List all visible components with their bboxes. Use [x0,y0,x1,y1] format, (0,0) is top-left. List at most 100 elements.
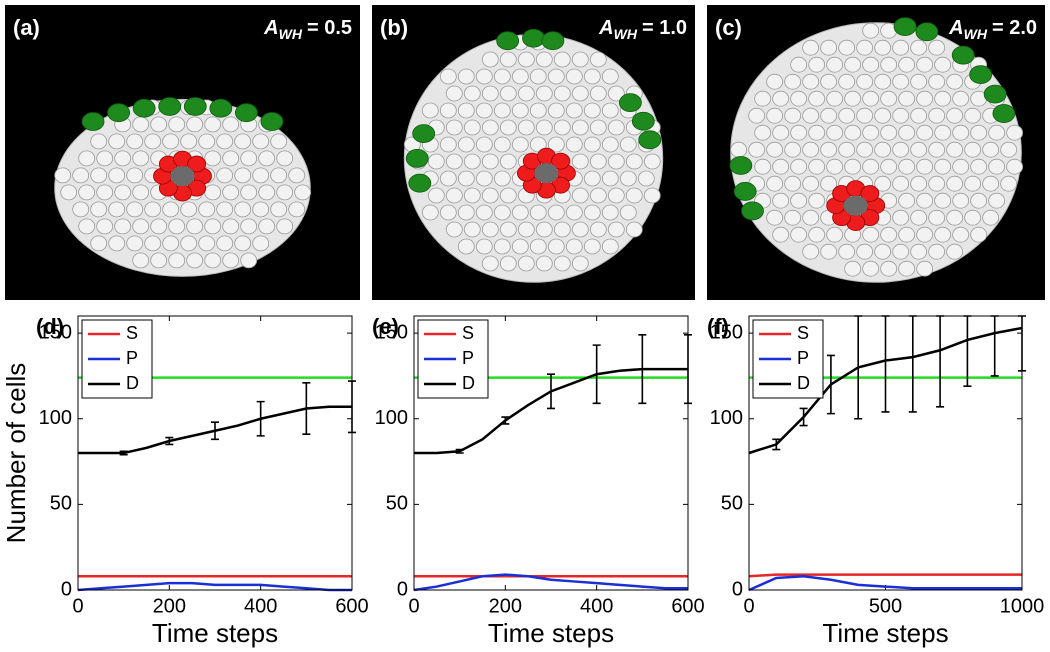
y-tick-label: 50 [50,493,72,515]
cell [216,133,234,150]
image-panel: (c) AWH = 2.0 [707,5,1045,300]
cell [270,167,288,184]
y-tick-label: 100 [39,407,72,429]
y-tick-label: 50 [386,493,408,515]
cell [862,226,880,243]
cell [529,204,547,221]
cell [475,170,493,187]
cell [186,116,204,133]
cell [204,150,222,167]
cell [427,187,445,204]
cell [583,136,601,153]
wall-cell [405,148,429,168]
cell [162,133,180,150]
cell [547,204,565,221]
cell [802,141,820,158]
cell [168,218,186,235]
cell [493,102,511,119]
cell [910,73,928,90]
cell [856,73,874,90]
cell [754,90,772,107]
legend-label: P [797,348,809,368]
cell [216,201,234,218]
panel-label: (a) [13,15,40,40]
cell [499,85,517,102]
x-axis-label: Time steps [822,618,948,648]
cell [910,243,928,260]
cell [78,184,96,201]
error-bar [302,381,311,435]
cell [820,107,838,124]
cell [493,68,511,85]
panel-label: (e) [372,314,399,339]
image-panel: (a) AWH = 0.5 [5,5,360,300]
cell [180,235,198,252]
cell [808,192,826,209]
cell [427,153,445,170]
error-bar [211,421,219,441]
wall-cell [951,45,975,65]
cell [222,150,240,167]
error-bar [165,436,174,446]
cell [1000,175,1018,192]
cell [276,218,294,235]
cell [571,255,589,272]
cell [988,158,1006,175]
cell [898,158,916,175]
error-bar [592,344,601,405]
panel-label: (d) [36,314,64,339]
wall-cell [969,65,993,85]
cell [772,124,790,141]
wall-cell [893,17,917,36]
cell [270,201,288,218]
cell [601,136,619,153]
cell [108,235,126,252]
cell [535,85,553,102]
chart: 0 200 400 600 0 50 100 150 SPD (e) Time steps [372,314,705,648]
x-tick-label: 0 [743,595,754,617]
cell [856,243,874,260]
center-cell [170,166,195,187]
cell [880,124,898,141]
wall-cell [631,111,655,131]
cell [583,238,601,255]
cell [934,192,952,209]
cell [856,141,874,158]
cell [988,124,1006,141]
cell [463,153,481,170]
cell [982,175,1000,192]
x-tick-label: 400 [580,595,613,617]
cell [619,204,637,221]
y-tick-label: 150 [710,321,743,343]
cell [493,204,511,221]
cell [108,201,126,218]
cell [916,158,934,175]
error-bar [799,407,808,427]
cell [874,107,892,124]
y-tick-label: 0 [732,578,743,600]
cell [874,39,892,56]
cell [862,124,880,141]
cell [928,209,946,226]
cell [132,184,150,201]
annotation: AWH = 1.0 [598,17,687,41]
cell [898,124,916,141]
cell [637,170,655,187]
cell [862,56,880,73]
cell [517,85,535,102]
panel-label: (f) [707,314,729,339]
cell [72,201,90,218]
legend-label: S [797,323,809,343]
cell [90,133,108,150]
cell [946,107,964,124]
series-line [77,581,352,592]
cell [625,221,643,238]
x-axis-label: Time steps [152,618,278,648]
cell [439,170,457,187]
x-axis-label: Time steps [488,618,614,648]
cell [898,90,916,107]
cell [880,260,898,277]
cell [144,235,162,252]
cell [874,175,892,192]
y-tick-label: 150 [39,321,72,343]
